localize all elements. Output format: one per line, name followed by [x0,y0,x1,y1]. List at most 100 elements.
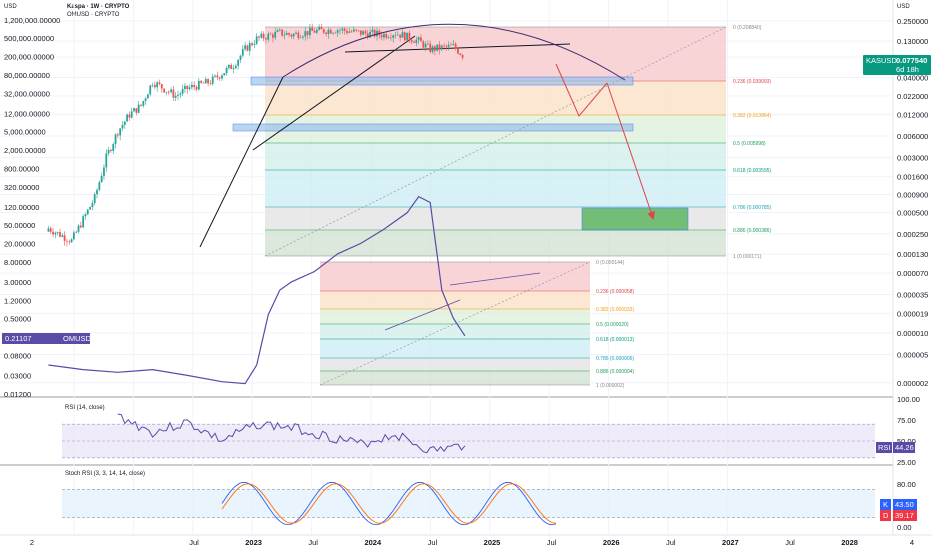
kas-candle-body [174,95,177,98]
kas-candle-body [204,79,207,84]
left-axis-tick: 0.50000 [4,314,31,323]
left-axis-tick: 500,000.00000 [4,34,54,43]
left-axis-tick: 1,200,000.00000 [4,16,60,25]
kas-candle-body [443,45,446,47]
kas-candle-body [237,60,240,66]
arc-drawing[interactable] [282,23,626,81]
kas-candle-body [202,82,205,84]
om-line [48,195,466,385]
kas-candle-body [297,32,300,38]
rsi-current: 44.26 [895,443,914,452]
kas-candle-body [376,30,378,37]
kas-candle-body [394,35,397,36]
kas-candle-body [295,32,297,34]
arc-curve[interactable] [282,23,626,81]
right-axis-tick: 0.040000 [897,73,928,82]
kas-candle-body [336,30,339,33]
kas-candle-body [260,33,263,38]
kas-candle-body [248,43,251,51]
left-axis-tick: 5,000.00000 [4,127,46,136]
kas-candle-body [403,32,406,41]
kas-last-price: 0.077540 [896,56,927,65]
kas-candle-body [61,235,64,237]
kas-candle-body [346,30,348,33]
right-currency-label: USD [897,4,910,10]
kas-neckline[interactable] [344,43,571,53]
om-trendline-2[interactable] [449,272,541,286]
om-fib-retracement[interactable]: 0 (0.000144) 0.236 (0.000058) 0.382 (0.000… [320,260,634,389]
kas-candle-body [408,32,411,41]
left-axis-tick: 80,000.00000 [4,71,50,80]
kas-candle-body [163,88,166,93]
kas-candle-body [315,29,318,33]
kas-rising-trendline[interactable] [252,35,416,151]
kas-candle-body [49,228,52,232]
kas-candle-body [334,32,337,34]
kas-candle-body [184,85,186,90]
kas-candle-body [325,32,327,35]
kas-candle-body [299,37,302,39]
kas-candle-body [283,34,286,36]
projection-arrow[interactable] [606,82,655,220]
k-label: K [883,500,888,509]
kas-candle-body [269,33,272,35]
kas-fib-retracement[interactable]: 0 (0.208840) 0.236 (0.039093) 0.382 (0.013… [265,25,771,260]
kas-candle-body [341,28,344,31]
kas-candle-body [68,241,71,243]
kas-candle-body [246,45,249,51]
kas-candle-body [239,55,242,61]
kas-candle-body [313,30,316,33]
time-axis-tick: Jul [189,538,199,547]
target-zone[interactable] [581,207,689,231]
left-axis-tick: 32,000.00000 [4,90,50,99]
stoch-rsi-pane [62,481,875,526]
kas-candle-body [70,239,73,243]
kas-candle-body [135,108,138,113]
left-axis-tick: 20.00000 [4,239,35,248]
kas-zone-lower[interactable] [232,123,634,132]
kas-candle-body [103,167,105,176]
kas-candle-body [431,46,434,53]
left-axis-tick: 12,000.00000 [4,110,50,119]
time-axis-tick: 2026 [603,538,620,547]
om-fib-band [320,309,590,324]
kas-candle-body [332,32,334,34]
kas-candle-body [54,232,57,235]
kas-candle-body [82,216,85,228]
kas-candle-body [461,54,464,58]
rsi-pane [62,413,875,459]
kas-candle-body [267,33,270,40]
kas-highlight-zones[interactable] [232,76,689,231]
kas-fib-label: 0.236 (0.039093) [733,79,771,85]
right-axis-tick: 0.000002 [897,379,928,388]
kas-candle-body [234,65,237,69]
kas-zone-upper[interactable] [250,76,634,86]
projection-arrows[interactable] [555,63,655,220]
stoch-d-current: 39.17 [895,511,914,520]
kas-candle-body [438,44,441,50]
stoch-band [62,489,875,518]
kas-candle-body [200,80,203,83]
om-fib-trendline [319,261,591,386]
left-axis-tick: 8.00000 [4,258,31,267]
rsi-axis-tick: 100.00 [897,395,920,404]
kas-candle-body [401,32,404,38]
kas-candle-body [93,194,96,204]
left-price-axis: 1,200,000.00000 500,000.00000 200,000.0000… [4,16,60,399]
om-fib-label: 0.886 (0.000004) [596,369,634,375]
kas-fib-label: 0.886 (0.000386) [733,228,771,234]
d-label: D [883,511,889,520]
right-price-axis: 0.250000 0.130000 0.040000 0.022000 0.012000… [897,17,928,532]
om-fib-label: 0.236 (0.000058) [596,289,634,295]
time-axis-tick: 2028 [841,538,858,547]
kas-candle-body [230,64,233,70]
kas-candle-body [436,44,439,51]
kas-candle-body [156,82,159,88]
trend-lines[interactable] [199,26,727,386]
kas-support-trendline[interactable] [199,76,284,248]
kas-candle-body [450,44,452,46]
kas-candle-body [75,231,78,233]
projection-path[interactable] [555,63,608,117]
om-fib-band [320,371,590,385]
